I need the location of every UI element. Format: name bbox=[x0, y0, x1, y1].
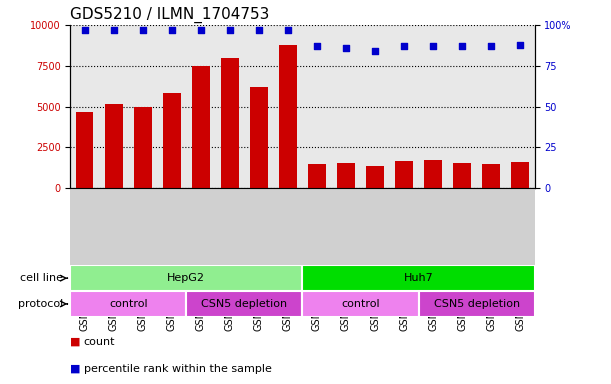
Bar bbox=[367, 166, 384, 188]
Bar bbox=[424, 161, 442, 188]
Point bbox=[283, 27, 293, 33]
Point bbox=[370, 48, 380, 54]
Bar bbox=[76, 112, 93, 188]
Text: ■: ■ bbox=[70, 337, 81, 347]
Text: control: control bbox=[341, 299, 380, 309]
Point bbox=[341, 45, 351, 51]
Bar bbox=[186, 291, 302, 317]
Bar bbox=[70, 291, 186, 317]
Bar bbox=[483, 164, 500, 188]
Text: percentile rank within the sample: percentile rank within the sample bbox=[84, 364, 271, 374]
Bar bbox=[302, 265, 535, 291]
Bar bbox=[419, 291, 535, 317]
Point bbox=[312, 43, 322, 49]
Text: count: count bbox=[84, 337, 115, 347]
Text: control: control bbox=[109, 299, 148, 309]
Bar bbox=[192, 66, 210, 188]
Point bbox=[399, 43, 409, 49]
Bar bbox=[70, 265, 302, 291]
Point bbox=[225, 27, 235, 33]
Point bbox=[254, 27, 264, 33]
Point bbox=[428, 43, 438, 49]
Bar bbox=[105, 104, 122, 188]
Point bbox=[486, 43, 496, 49]
Bar bbox=[251, 87, 268, 188]
Text: GDS5210 / ILMN_1704753: GDS5210 / ILMN_1704753 bbox=[70, 7, 269, 23]
Bar bbox=[163, 93, 181, 188]
Point bbox=[109, 27, 119, 33]
Bar bbox=[337, 163, 354, 188]
Text: Huh7: Huh7 bbox=[404, 273, 433, 283]
Bar bbox=[279, 45, 297, 188]
Point bbox=[138, 27, 148, 33]
Text: protocol: protocol bbox=[18, 299, 64, 309]
Bar bbox=[453, 163, 470, 188]
Point bbox=[515, 41, 525, 48]
Bar bbox=[221, 58, 239, 188]
Bar bbox=[395, 161, 413, 188]
Text: CSN5 depletion: CSN5 depletion bbox=[202, 299, 287, 309]
Text: cell line: cell line bbox=[20, 273, 64, 283]
Point bbox=[80, 27, 90, 33]
Point bbox=[196, 27, 206, 33]
Bar bbox=[134, 106, 152, 188]
Bar bbox=[309, 164, 326, 188]
Point bbox=[167, 27, 177, 33]
Point bbox=[457, 43, 467, 49]
Text: HepG2: HepG2 bbox=[167, 273, 205, 283]
Text: ■: ■ bbox=[70, 364, 81, 374]
Bar bbox=[511, 162, 529, 188]
Bar bbox=[302, 291, 419, 317]
Text: CSN5 depletion: CSN5 depletion bbox=[434, 299, 519, 309]
